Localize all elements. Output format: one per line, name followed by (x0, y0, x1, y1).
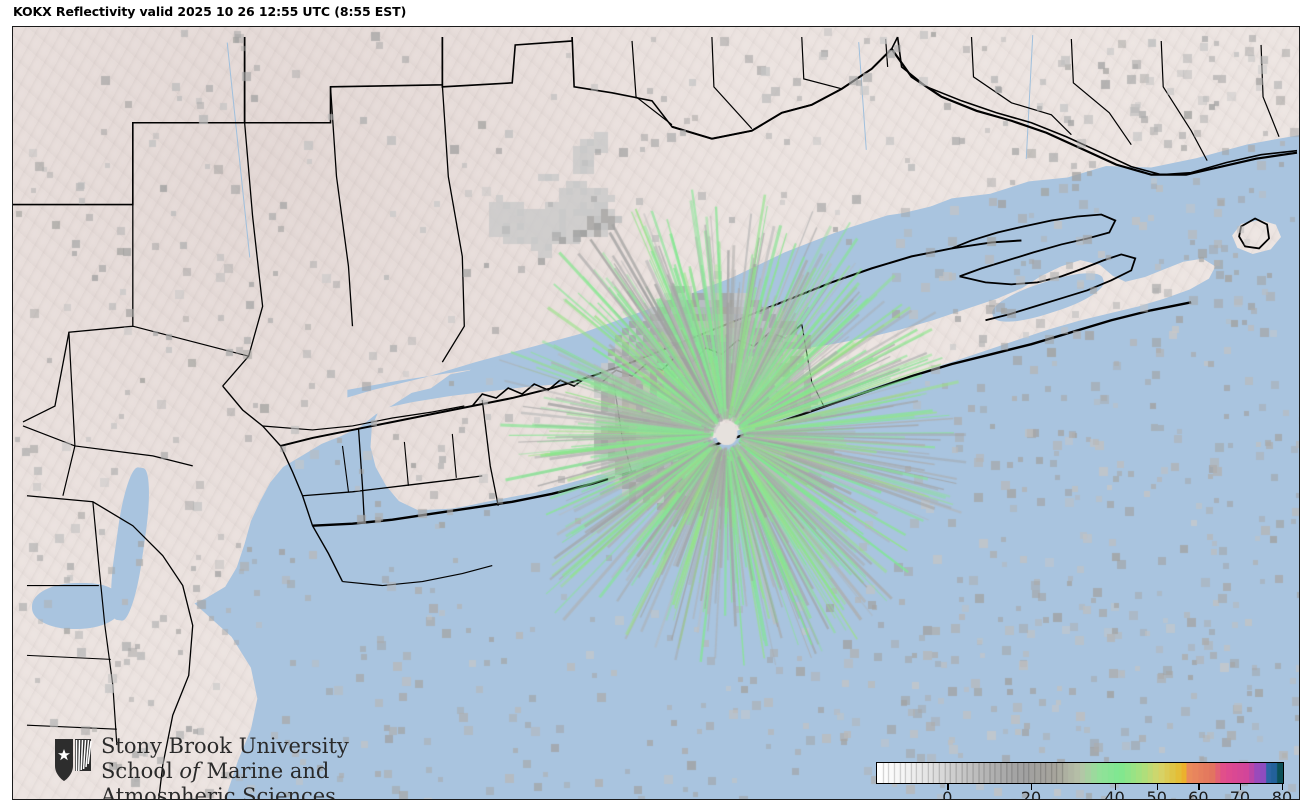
radar-reflectivity-layer (13, 27, 1299, 799)
colorbar[interactable]: 0 20 40 50 60 70 80 (876, 762, 1296, 799)
radar-echo-canvas (13, 27, 1299, 799)
colorbar-gradient (876, 762, 1284, 784)
colorbar-tick-label-50: 50 (1146, 788, 1167, 799)
logo-line-3: Atmospheric Sciences (101, 783, 336, 799)
colorbar-tick (1031, 784, 1033, 790)
page-title: KOKX Reflectivity valid 2025 10 26 12:55… (13, 4, 407, 19)
colorbar-tick (1156, 784, 1159, 790)
colorbar-tick-label-60: 60 (1188, 788, 1209, 799)
colorbar-tick (1114, 784, 1117, 790)
colorbar-tick-label-20: 20 (1020, 788, 1042, 799)
logo-line-1: Stony Brook University (101, 734, 349, 758)
logo-line-2a: School (101, 758, 180, 783)
shield-icon (55, 739, 92, 781)
colorbar-tick-label-80: 80 (1271, 788, 1293, 799)
colorbar-tick (1198, 784, 1200, 790)
colorbar-tick-label-70: 70 (1229, 788, 1251, 799)
colorbar-tick-label-0: 0 (942, 788, 953, 799)
colorbar-tick (1239, 784, 1242, 790)
sbu-logo-text: Stony Brook University School of Marine … (101, 734, 349, 799)
colorbar-tick (1281, 784, 1284, 790)
sbu-logo: Stony Brook University School of Marine … (53, 734, 353, 799)
logo-line-2: School of Marine and (101, 759, 349, 784)
logo-line-2-italic: of (179, 758, 200, 783)
map-canvas[interactable]: Stony Brook University School of Marine … (13, 27, 1299, 799)
colorbar-tick (947, 784, 949, 790)
colorbar-canvas (877, 763, 1283, 783)
colorbar-tick-label-40: 40 (1104, 788, 1125, 799)
logo-line-2b: Marine and (199, 758, 330, 783)
map-frame[interactable]: Stony Brook University School of Marine … (12, 26, 1300, 800)
